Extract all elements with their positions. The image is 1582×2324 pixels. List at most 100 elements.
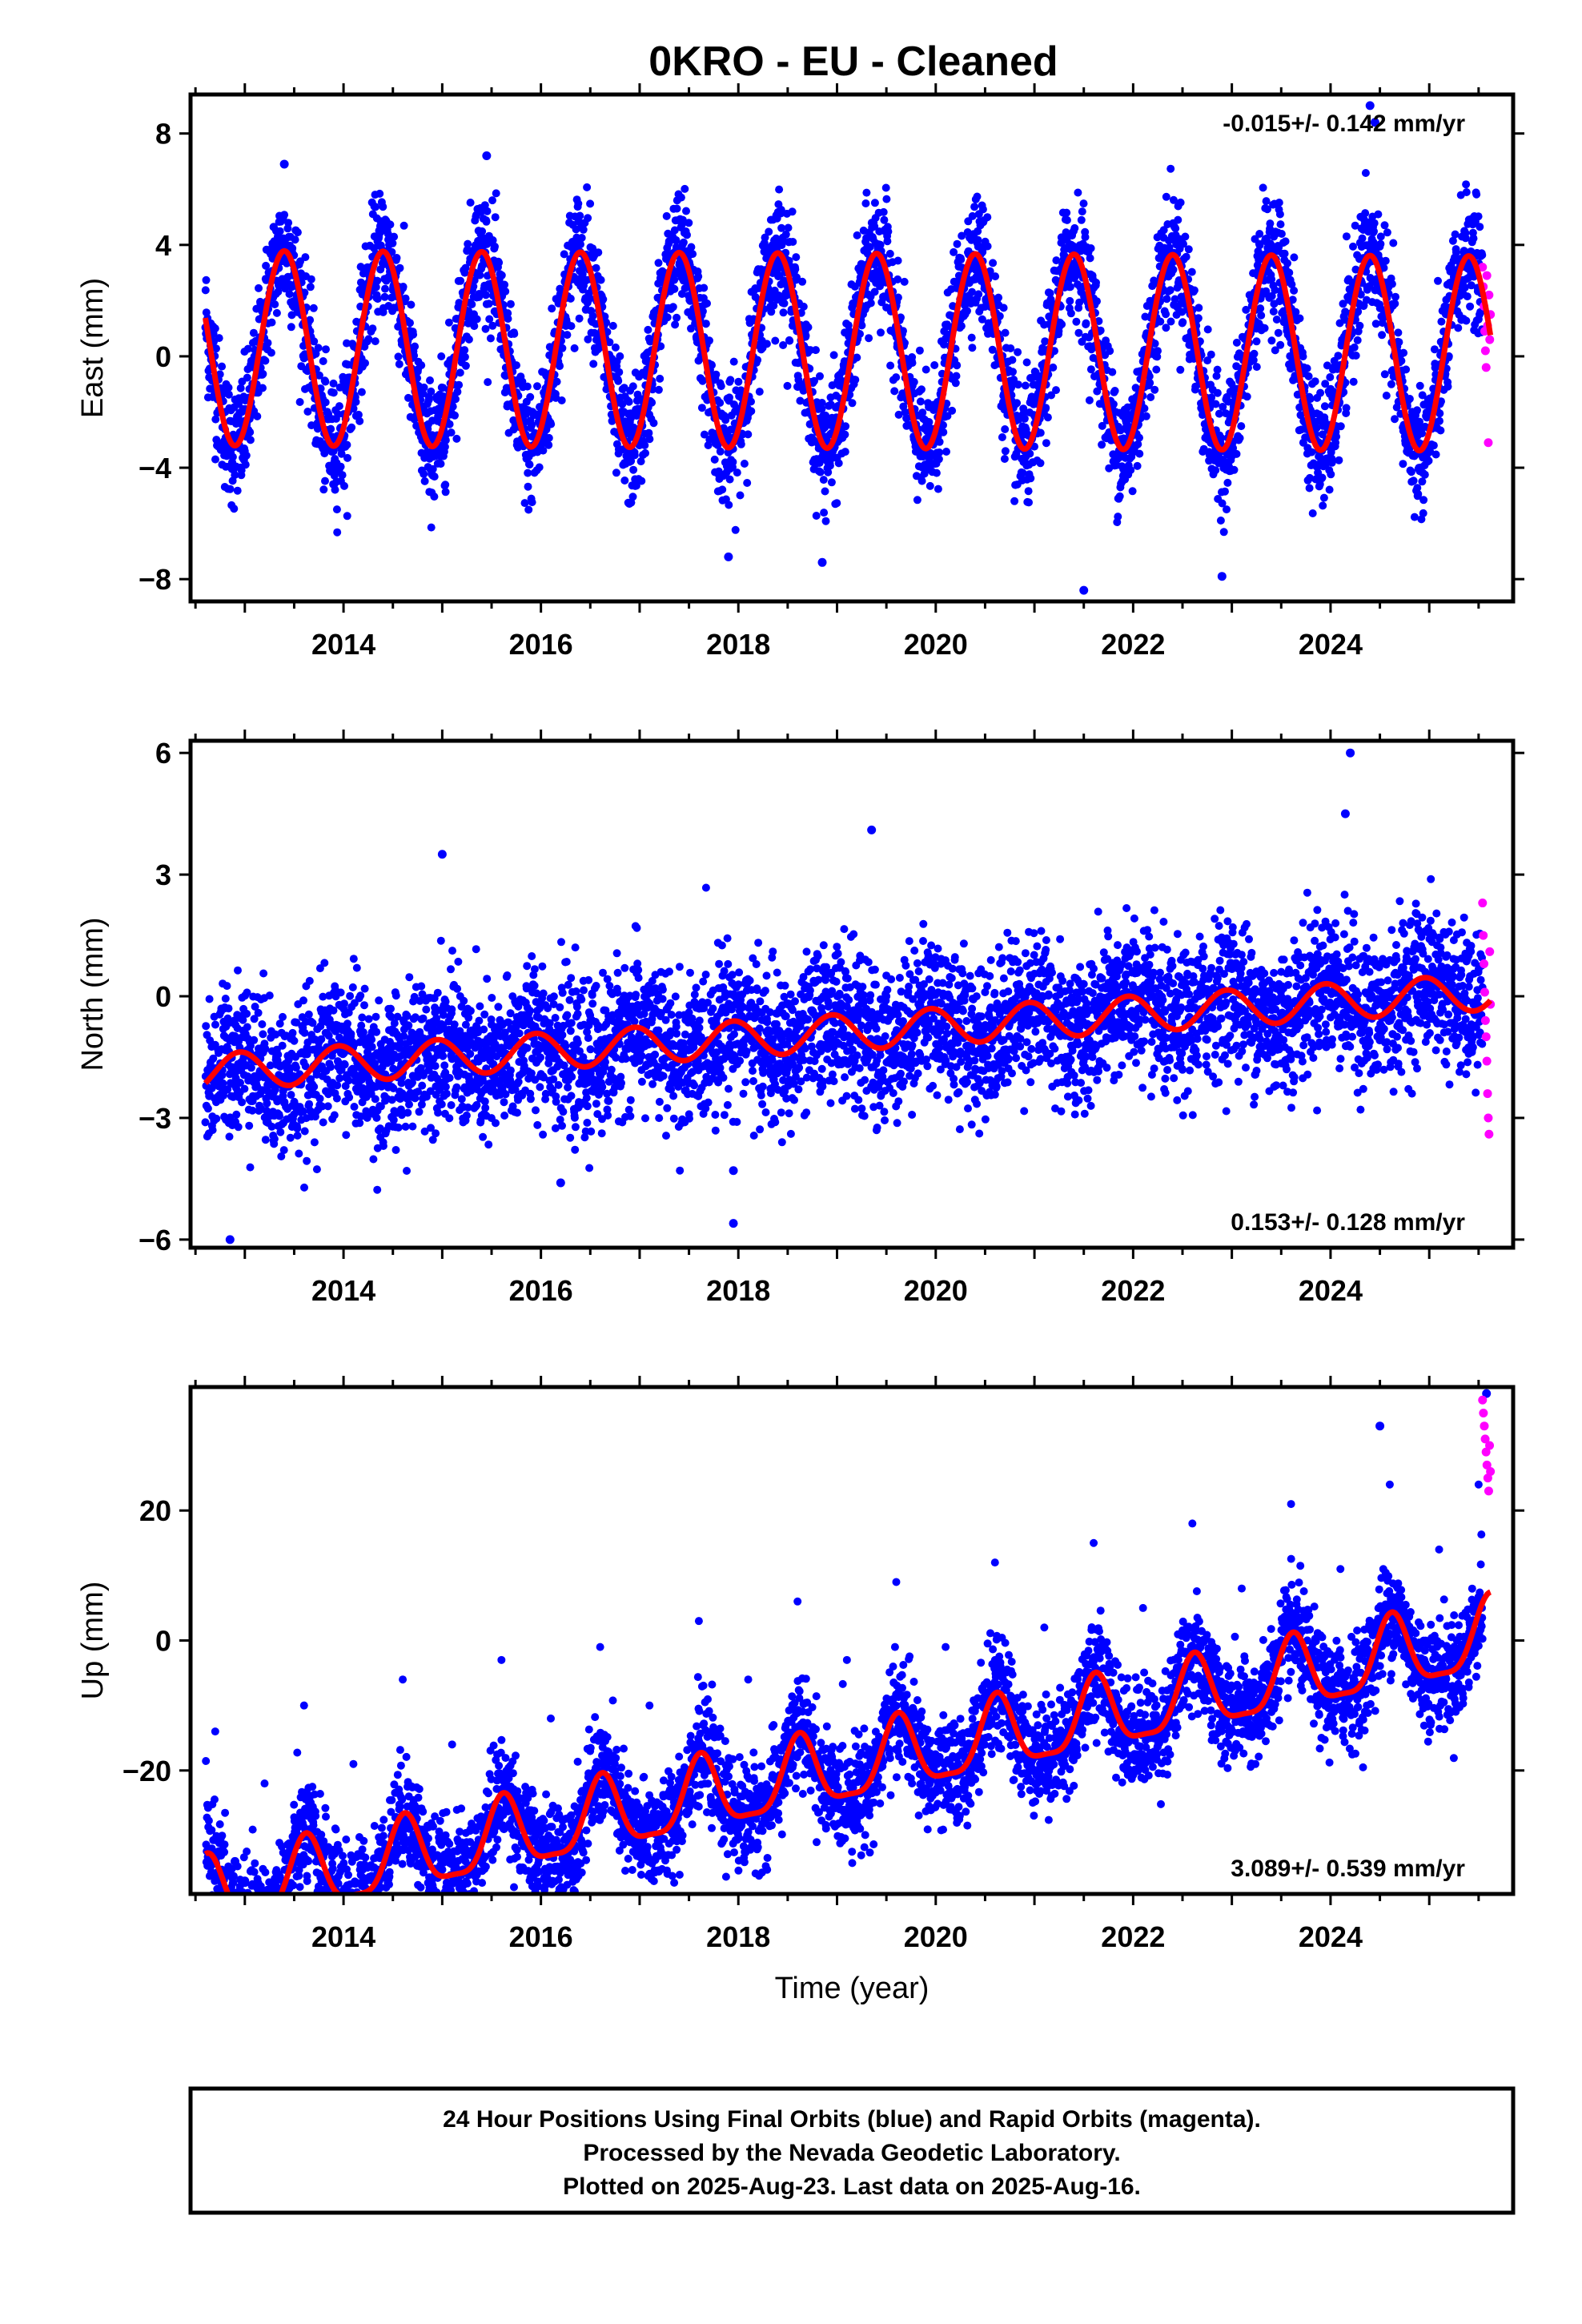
final-orbit-point: [1319, 501, 1327, 510]
final-orbit-point: [917, 476, 926, 485]
final-orbit-point: [649, 419, 658, 428]
final-orbit-point: [1190, 286, 1199, 295]
final-orbit-point: [810, 376, 818, 385]
final-orbit-point: [611, 343, 620, 352]
final-orbit-point: [1342, 232, 1351, 241]
final-orbit-point: [547, 420, 556, 428]
final-orbit-point: [963, 307, 971, 316]
final-orbit-point: [319, 357, 327, 365]
final-orbit-point: [293, 228, 302, 237]
final-orbit-point: [371, 283, 380, 292]
final-orbit-point: [1010, 497, 1019, 505]
final-orbit-point: [1262, 197, 1271, 206]
final-orbit-point: [833, 499, 841, 508]
final-orbit-point: [1049, 363, 1058, 372]
final-orbit-point: [729, 357, 738, 366]
final-orbit-point: [637, 476, 646, 485]
final-orbit-point: [989, 259, 998, 267]
final-orbit-point: [1380, 221, 1389, 230]
final-orbit-point: [417, 361, 426, 370]
final-orbit-point: [1274, 328, 1283, 337]
final-orbit-point: [566, 294, 575, 303]
final-orbit-point: [636, 457, 645, 466]
final-orbit-point: [1466, 302, 1475, 311]
final-orbit-point: [670, 226, 679, 235]
final-orbit-point: [829, 351, 838, 360]
final-orbit-point: [641, 448, 649, 457]
final-orbit-point: [1219, 528, 1228, 537]
final-orbit-point: [1420, 470, 1429, 479]
figure-title: 0KRO - EU - Cleaned: [648, 38, 1058, 85]
final-orbit-point: [1370, 227, 1378, 235]
final-orbit-point: [967, 333, 976, 342]
final-orbit-point: [1326, 373, 1335, 381]
final-orbit-point: [303, 408, 312, 416]
final-orbit-point: [287, 323, 295, 332]
final-orbit-point: [333, 528, 342, 537]
final-orbit-point: [1086, 254, 1094, 263]
final-orbit-point: [1092, 278, 1100, 287]
final-orbit-point: [557, 396, 566, 404]
final-orbit-point: [425, 395, 433, 404]
final-orbit-point: [233, 486, 242, 495]
final-orbit-point: [694, 272, 703, 281]
final-orbit-point: [295, 398, 304, 406]
final-orbit-point: [862, 188, 871, 197]
final-orbit-point: [857, 260, 866, 268]
final-orbit-point: [533, 382, 541, 391]
final-orbit-point: [1216, 517, 1225, 525]
final-orbit-point: [1361, 209, 1370, 218]
final-orbit-point: [612, 468, 620, 477]
final-orbit-point: [1250, 349, 1259, 358]
final-orbit-point: [373, 295, 382, 304]
final-orbit-point: [939, 428, 948, 436]
final-orbit-point: [1047, 391, 1055, 400]
x-tick-label: 2020: [904, 628, 968, 661]
final-orbit-point: [913, 496, 921, 505]
final-orbit-point: [908, 353, 917, 361]
final-orbit-point: [1418, 477, 1427, 486]
final-orbit-point: [428, 464, 437, 473]
final-orbit-point: [1013, 399, 1022, 408]
final-orbit-point: [351, 397, 360, 406]
final-orbit-point: [520, 499, 529, 508]
final-orbit-point: [263, 339, 272, 348]
final-orbit-point: [1086, 244, 1095, 252]
final-orbit-point: [472, 315, 481, 324]
final-orbit-point: [670, 284, 679, 293]
final-orbit-point: [427, 523, 436, 532]
final-orbit-point: [866, 299, 875, 308]
rapid-orbit-point: [1484, 438, 1493, 448]
final-orbit-point: [1072, 317, 1081, 326]
final-orbit-point: [364, 335, 373, 344]
final-orbit-point: [729, 457, 737, 466]
final-orbit-point: [1078, 207, 1086, 216]
final-orbit-point: [249, 328, 258, 337]
final-orbit-point: [1382, 392, 1391, 400]
final-orbit-point: [461, 361, 470, 370]
final-orbit-point: [1318, 473, 1327, 482]
final-orbit-point: [1085, 396, 1094, 404]
final-orbit-point: [544, 440, 553, 449]
final-orbit-point: [953, 361, 962, 370]
final-orbit-point: [1303, 364, 1311, 372]
final-orbit-point: [1126, 466, 1135, 474]
final-orbit-point: [644, 428, 653, 437]
y-tick-label: 0: [155, 340, 171, 373]
final-orbit-point: [225, 1132, 234, 1141]
final-orbit-point: [594, 248, 603, 257]
final-orbit-point: [506, 300, 515, 308]
final-orbit-point: [221, 995, 230, 1003]
final-orbit-point: [236, 384, 245, 392]
final-orbit-point: [261, 356, 270, 365]
final-orbit-point: [1001, 447, 1010, 456]
final-orbit-point: [1242, 305, 1251, 314]
final-orbit-point: [558, 344, 567, 352]
final-orbit-point: [445, 420, 454, 428]
final-orbit-point: [1182, 252, 1191, 261]
final-orbit-point: [426, 376, 434, 384]
final-orbit-point: [335, 402, 343, 411]
final-orbit-point: [943, 412, 952, 420]
final-orbit-point: [880, 215, 889, 224]
final-orbit-point: [488, 321, 497, 330]
